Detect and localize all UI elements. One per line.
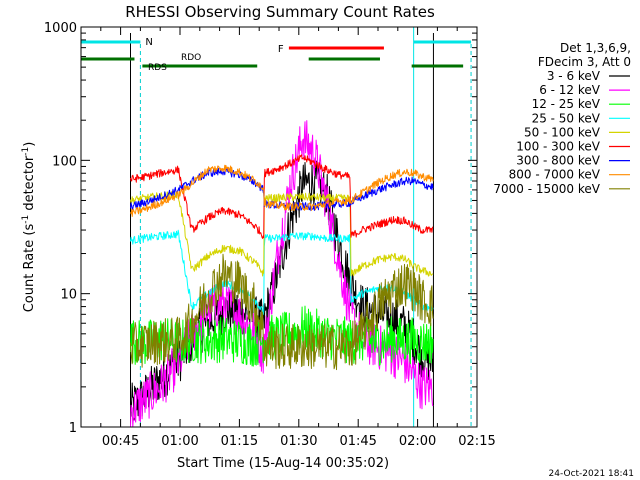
series-line: [130, 253, 434, 371]
legend-entry-label: 12 - 25 keV: [532, 97, 601, 111]
y-axis-label: Count Rate (s-1 detector-1): [21, 142, 37, 313]
y-label-part: detector: [22, 155, 37, 215]
y-tick-label: 100: [52, 154, 77, 169]
legend-entry-label: 300 - 800 keV: [516, 154, 600, 168]
x-tick-label: 01:00: [161, 434, 198, 449]
series-line: [130, 164, 434, 217]
series-line: [130, 191, 434, 277]
night-label: N: [145, 37, 152, 48]
y-label-part: ): [22, 142, 37, 147]
x-tick-label: 01:30: [280, 434, 317, 449]
rds-label: RDS: [148, 63, 167, 73]
y-tick-label: 1: [69, 421, 77, 436]
legend-entry-label: 3 - 6 keV: [547, 69, 601, 83]
rdo-label: RDO: [181, 53, 201, 63]
x-tick-label: 01:15: [221, 434, 258, 449]
chart-title: RHESSI Observing Summary Count Rates: [125, 3, 435, 21]
timestamp-footer: 24-Oct-2021 18:41: [549, 469, 634, 479]
y-tick-label: 1000: [44, 21, 77, 36]
legend-entry-label: 50 - 100 keV: [524, 125, 601, 139]
x-tick-label: 02:00: [399, 434, 436, 449]
x-axis-label: Start Time (15-Aug-14 00:35:02): [177, 456, 389, 471]
x-tick-label: 01:45: [339, 434, 376, 449]
legend-entry-label: 100 - 300 keV: [516, 140, 600, 154]
y-tick-label: 10: [60, 288, 77, 303]
series-line: [130, 154, 434, 239]
legend-entry-label: 7000 - 15000 keV: [493, 182, 600, 196]
legend-header: FDecim 3, Att 0: [538, 55, 631, 69]
legend-entry-label: 800 - 7000 keV: [509, 168, 601, 182]
y-label-part: Count Rate (s: [22, 224, 37, 313]
plot-area: N F RDO RDS: [81, 27, 472, 428]
x-tick-label: 00:45: [102, 434, 139, 449]
legend-entry-label: 25 - 50 keV: [532, 111, 601, 125]
y-label-superscript: -1: [21, 147, 31, 156]
legend-entry-label: 6 - 12 keV: [539, 83, 601, 97]
y-label-superscript: -1: [21, 215, 31, 224]
legend-header: Det 1,3,6,9,: [560, 41, 631, 55]
flare-label: F: [278, 44, 284, 55]
axes: 1 10 100 1000 00:45 01:00 01:15 01:30 01:45 02:00…: [44, 21, 496, 449]
x-tick-label: 02:15: [458, 434, 495, 449]
